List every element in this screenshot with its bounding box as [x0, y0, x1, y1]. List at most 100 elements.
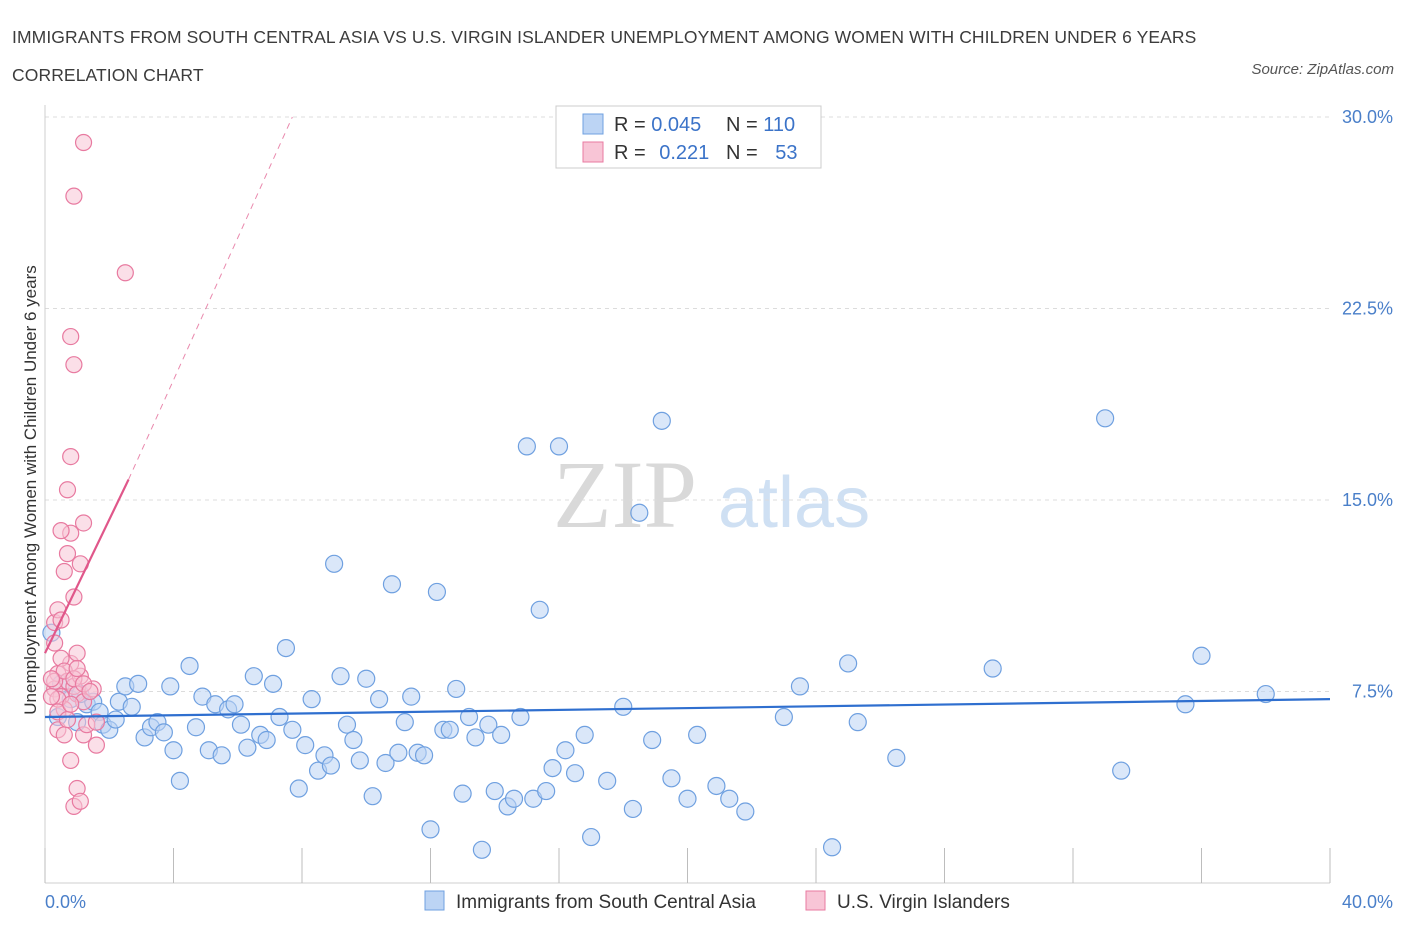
data-point — [62, 447, 80, 466]
data-point — [485, 781, 504, 801]
data-point — [225, 695, 244, 714]
data-point — [357, 669, 376, 688]
data-point — [421, 820, 440, 839]
data-point — [68, 644, 86, 662]
data-point — [363, 787, 382, 806]
data-point — [556, 741, 575, 760]
data-point — [466, 728, 485, 747]
data-point — [402, 687, 421, 706]
watermark-atlas: atlas — [718, 463, 870, 543]
data-point — [582, 827, 601, 847]
data-point — [302, 690, 321, 709]
data-point — [71, 792, 89, 810]
data-point — [1192, 646, 1211, 665]
axes — [44, 105, 1331, 884]
data-point — [337, 715, 357, 734]
data-point — [58, 710, 77, 729]
data-point — [276, 638, 296, 658]
data-point — [238, 738, 257, 757]
legend-r-value-2: 0.221 — [659, 142, 709, 164]
bottom-legend-label-pink: U.S. Virgin Islanders — [837, 892, 1010, 913]
data-point — [790, 677, 810, 696]
legend-r-label-1: R = — [614, 114, 651, 136]
data-point — [459, 707, 479, 727]
data-point — [652, 411, 671, 430]
data-point — [720, 789, 739, 808]
data-point — [447, 679, 466, 699]
data-point — [62, 695, 80, 713]
data-point — [565, 764, 585, 783]
chart-title: IMMIGRANTS FROM SOUTH CENTRAL ASIA VS U.… — [12, 27, 1197, 85]
data-point — [55, 562, 73, 581]
data-point — [983, 659, 1002, 678]
data-point — [186, 718, 206, 737]
data-point — [543, 758, 562, 778]
legend-box: R = 0.045 N = 110 R = 0.221 N = 53 — [555, 105, 822, 169]
data-point — [630, 503, 649, 522]
y-axis-label: Unemployment Among Women with Children U… — [21, 265, 40, 714]
y-tick-label: 30.0% — [1342, 107, 1393, 127]
data-point — [122, 697, 141, 716]
data-point — [244, 667, 263, 686]
x-tick-label-max: 40.0% — [1342, 892, 1393, 912]
x-tick-labels: 0.0% 40.0% — [45, 892, 1393, 912]
data-point — [58, 481, 77, 499]
data-point — [427, 582, 447, 602]
watermark-zip: ZIP — [553, 441, 697, 548]
data-point — [321, 756, 341, 775]
legend-r-label-2: R = — [614, 142, 651, 164]
legend-n-value-1: 110 — [763, 114, 795, 136]
data-point — [549, 437, 569, 456]
data-point — [74, 133, 93, 152]
data-point — [376, 753, 395, 773]
data-point — [643, 730, 662, 750]
data-point — [1112, 761, 1131, 780]
data-point — [598, 771, 617, 790]
data-point — [707, 776, 726, 796]
data-point — [289, 779, 308, 798]
data-point — [257, 730, 276, 750]
data-point — [170, 771, 190, 790]
trend-lines — [44, 116, 1331, 719]
data-point — [55, 726, 73, 744]
data-point — [537, 781, 556, 801]
bottom-legend-swatch-pink — [805, 890, 826, 911]
svg-text:N = 110: N = 110 — [726, 114, 795, 136]
watermark: ZIP atlas — [553, 441, 870, 548]
series-virgin-islanders-points — [42, 133, 134, 816]
x-tick-label-min: 0.0% — [45, 892, 86, 912]
legend-swatch-pink — [582, 141, 604, 163]
data-point — [472, 840, 491, 859]
svg-text:R = 0.045: R = 0.045 — [614, 114, 701, 136]
data-point — [42, 670, 61, 688]
data-point — [822, 838, 842, 857]
trend-line-immigrants — [44, 698, 1331, 719]
data-point — [180, 656, 199, 676]
y-tick-label: 15.0% — [1342, 490, 1393, 510]
data-point — [389, 743, 408, 762]
data-point — [74, 514, 93, 532]
data-point — [530, 600, 549, 619]
data-point — [87, 713, 106, 731]
data-point — [614, 697, 633, 716]
svg-text:R = 0.221: R = 0.221 — [614, 142, 709, 164]
data-point — [382, 575, 402, 594]
data-point — [283, 720, 302, 739]
data-point — [492, 725, 511, 745]
legend-r-value-1: 0.045 — [651, 114, 701, 136]
source-label: Source: ZipAtlas.com — [1251, 61, 1394, 78]
y-tick-label: 7.5% — [1352, 682, 1393, 702]
data-point — [270, 707, 289, 727]
data-point — [42, 688, 61, 706]
data-point — [887, 748, 906, 767]
data-point — [350, 751, 369, 770]
data-point — [154, 723, 173, 742]
data-point — [331, 667, 350, 686]
data-point — [453, 784, 472, 803]
legend-n-label-2: N = — [726, 142, 763, 164]
series-immigrants-points — [42, 409, 1275, 859]
data-point — [296, 736, 315, 755]
data-point — [164, 741, 183, 760]
legend-n-value-2: 53 — [775, 142, 797, 164]
